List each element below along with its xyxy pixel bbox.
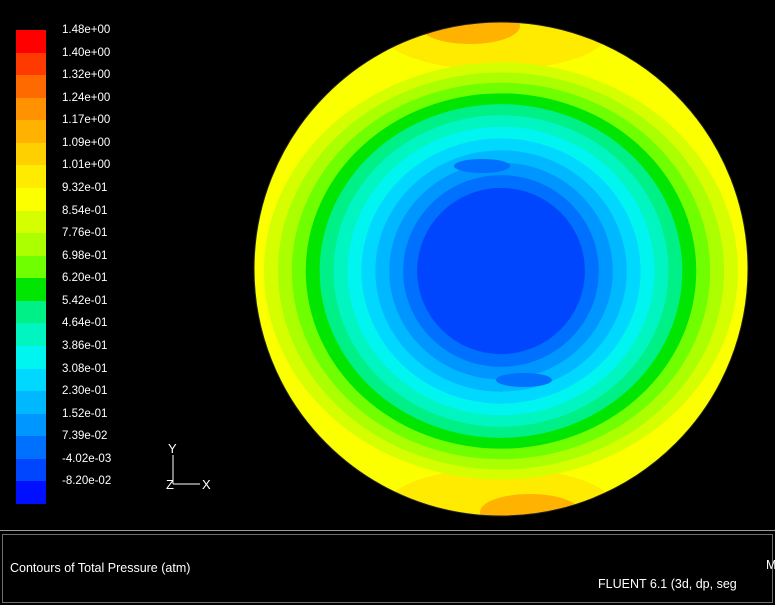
colorbar-tick-label: 1.17e+00 — [62, 114, 111, 127]
colorbar-tick-label: -4.02e-03 — [62, 452, 112, 465]
colorbar-swatch — [16, 436, 46, 460]
info-bar-frame — [2, 534, 773, 603]
colorbar-swatch — [16, 52, 46, 76]
colorbar-swatch — [16, 458, 46, 482]
colorbar-swatch — [16, 75, 46, 99]
colorbar-tick-label: 3.08e-01 — [62, 362, 108, 375]
colorbar-swatch — [16, 255, 46, 279]
contour-bands — [254, 22, 748, 516]
colorbar-swatch — [16, 97, 46, 121]
colorbar-tick-label: 1.48e+00 — [62, 24, 111, 36]
colorbar-swatch — [16, 188, 46, 212]
colorbar-tick-label: 5.42e-01 — [62, 294, 108, 307]
colorbar-swatch — [16, 413, 46, 437]
colorbar-swatch — [16, 278, 46, 302]
colorbar — [16, 30, 46, 505]
x-axis-label: X — [202, 477, 211, 492]
graphics-viewport[interactable]: 1.48e+00 1.40e+00 1.32e+00 1.24e+00 1.17e+00… — [0, 0, 775, 530]
contour-band — [480, 494, 580, 516]
colorbar-tick-label: 7.39e-02 — [62, 430, 108, 443]
colorbar-swatch — [16, 120, 46, 144]
colorbar-tick-label: 1.32e+00 — [62, 69, 111, 82]
colorbar-tick-label: 4.64e-01 — [62, 317, 108, 330]
contour-island — [496, 373, 552, 387]
colorbar-swatch — [16, 30, 46, 54]
axis-triad-lines — [172, 455, 200, 485]
contour-core — [431, 201, 571, 341]
colorbar-tick-label: 1.24e+00 — [62, 91, 111, 104]
z-axis-label: Z — [166, 477, 174, 492]
colorbar-swatch — [16, 210, 46, 234]
solver-info: FLUENT 6.1 (3d, dp, seg — [598, 577, 737, 591]
colorbar-swatch — [16, 233, 46, 257]
colorbar-swatch — [16, 142, 46, 166]
contour-island — [454, 159, 510, 173]
colorbar-tick-label: 2.30e-01 — [62, 385, 108, 398]
colorbar-swatch — [16, 323, 46, 347]
colorbar-tick-label: 6.98e-01 — [62, 249, 108, 262]
contour-band — [420, 22, 520, 44]
colorbar-swatch — [16, 391, 46, 415]
colorbar-swatch — [16, 481, 46, 505]
colorbar-tick-label: 6.20e-01 — [62, 272, 108, 285]
contour-plot — [253, 21, 749, 517]
colorbar-swatch — [16, 368, 46, 392]
axis-triad: Y Z X — [160, 440, 220, 496]
date-label: M — [766, 558, 775, 572]
colorbar-swatch — [16, 346, 46, 370]
colorbar-tick-label: 1.52e-01 — [62, 407, 108, 420]
colorbar-swatch — [16, 300, 46, 324]
colorbar-tick-label: 8.54e-01 — [62, 204, 108, 217]
colorbar-tick-label: 9.32e-01 — [62, 182, 108, 194]
colorbar-tick-label: 1.01e+00 — [62, 159, 111, 172]
domain-outline — [253, 21, 749, 517]
colorbar-tick-label: -8.20e-02 — [62, 475, 112, 488]
colorbar-tick-label: 1.09e+00 — [62, 136, 111, 149]
plot-title: Contours of Total Pressure (atm) — [10, 561, 191, 575]
colorbar-swatch — [16, 165, 46, 189]
y-axis-label: Y — [168, 441, 177, 456]
info-bar: Contours of Total Pressure (atm) M FLUEN… — [0, 530, 775, 605]
colorbar-tick-label: 1.40e+00 — [62, 46, 111, 59]
colorbar-tick-label: 7.76e-01 — [62, 227, 108, 240]
colorbar-tick-label: 3.86e-01 — [62, 340, 108, 352]
